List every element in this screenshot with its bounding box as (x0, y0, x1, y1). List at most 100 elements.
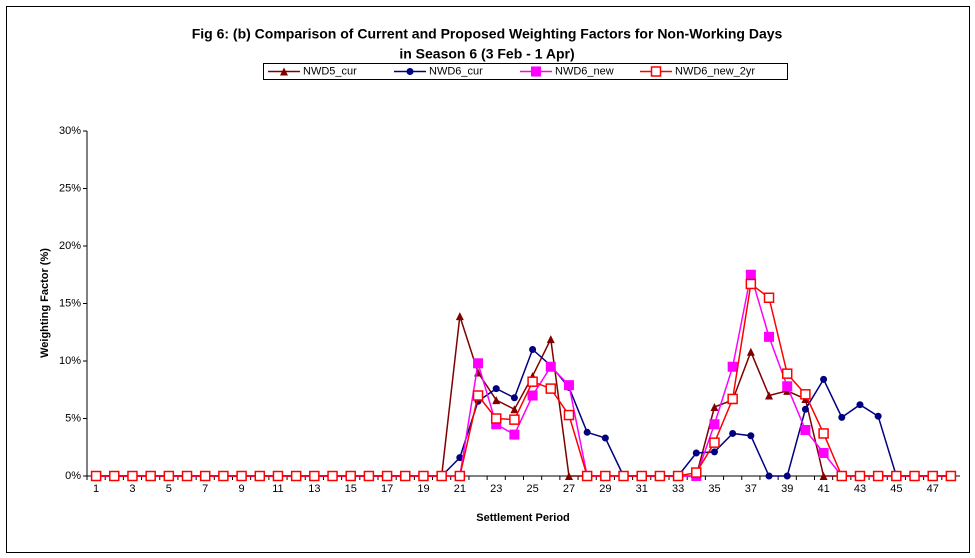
marker (527, 376, 538, 387)
marker (381, 470, 393, 482)
marker (600, 470, 611, 482)
y-tick-label: 10% (59, 355, 81, 367)
marker (801, 405, 809, 413)
marker (546, 335, 555, 344)
marker (363, 470, 375, 482)
marker (583, 428, 591, 436)
marker (345, 470, 356, 482)
marker (636, 470, 647, 482)
y-tick-label: 15% (59, 297, 81, 309)
chart-title: Fig 6: (b) Comparison of Current and Pro… (192, 26, 783, 42)
marker (455, 312, 464, 321)
marker (90, 470, 102, 482)
x-tick-label: 23 (490, 483, 502, 495)
legend-label: NWD6_cur (429, 65, 483, 77)
x-tick-label: 13 (308, 483, 320, 495)
marker (529, 346, 537, 353)
marker (492, 396, 501, 405)
x-tick-label: 45 (890, 483, 902, 495)
marker (509, 429, 520, 440)
marker (127, 470, 138, 482)
marker (709, 437, 720, 448)
x-tick-label: 43 (854, 483, 866, 495)
marker (563, 380, 574, 391)
marker (509, 414, 520, 425)
marker (672, 470, 684, 482)
x-tick-label: 31 (636, 483, 648, 495)
marker (874, 412, 882, 420)
marker (254, 470, 266, 482)
marker (163, 470, 175, 482)
legend-marker (650, 66, 662, 77)
legend-label: NWD5_cur (303, 65, 357, 77)
legend-label: NWD6_new_2yr (675, 65, 755, 77)
marker (747, 432, 755, 440)
marker (765, 391, 774, 400)
x-tick-label: 25 (526, 483, 538, 495)
marker (601, 434, 609, 442)
marker (819, 472, 828, 480)
marker (745, 278, 757, 290)
marker (818, 428, 829, 439)
x-tick-label: 1 (93, 483, 99, 495)
legend-marker (406, 68, 414, 75)
marker (490, 413, 502, 424)
marker (400, 470, 411, 482)
marker (545, 361, 556, 372)
marker (272, 470, 284, 482)
marker (309, 470, 320, 482)
marker (510, 394, 518, 402)
x-tick-label: 3 (129, 483, 135, 495)
marker (800, 389, 811, 400)
marker (746, 347, 755, 356)
x-tick-label: 21 (454, 483, 466, 495)
x-tick-label: 39 (781, 483, 793, 495)
marker (473, 358, 484, 369)
marker (492, 385, 500, 393)
marker (781, 368, 793, 379)
marker (327, 470, 338, 482)
marker (709, 419, 720, 430)
x-tick-label: 33 (672, 483, 684, 495)
marker (909, 470, 920, 482)
legend-marker (531, 66, 541, 77)
marker (199, 470, 211, 482)
marker (818, 448, 829, 458)
marker (510, 405, 519, 414)
marker (472, 390, 484, 401)
x-tick-label: 17 (381, 483, 393, 495)
marker (181, 470, 193, 482)
marker (654, 470, 666, 482)
marker (692, 449, 700, 457)
marker (800, 425, 811, 435)
marker (236, 470, 247, 482)
x-tick-label: 35 (708, 483, 720, 495)
marker (764, 331, 775, 342)
x-tick-label: 47 (927, 483, 939, 495)
marker (836, 470, 848, 482)
marker (729, 429, 737, 437)
y-tick-label: 0% (65, 470, 81, 482)
marker (783, 472, 791, 480)
marker (145, 470, 156, 482)
x-tick-label: 9 (239, 483, 245, 495)
x-tick-label: 41 (817, 483, 829, 495)
x-tick-label: 19 (417, 483, 429, 495)
marker (838, 413, 846, 421)
y-axis-label: Weighting Factor (%) (39, 248, 51, 358)
marker (563, 409, 575, 421)
marker (618, 470, 629, 482)
marker (782, 381, 793, 392)
x-tick-label: 15 (345, 483, 357, 495)
marker (763, 292, 775, 303)
x-tick-label: 27 (563, 483, 575, 495)
marker (564, 472, 573, 480)
marker (710, 448, 718, 456)
chart-border (6, 6, 970, 553)
marker (456, 454, 464, 462)
marker (290, 470, 302, 482)
x-axis-label: Settlement Period (476, 512, 570, 524)
marker (856, 401, 864, 409)
marker (854, 470, 866, 482)
marker (581, 470, 593, 482)
